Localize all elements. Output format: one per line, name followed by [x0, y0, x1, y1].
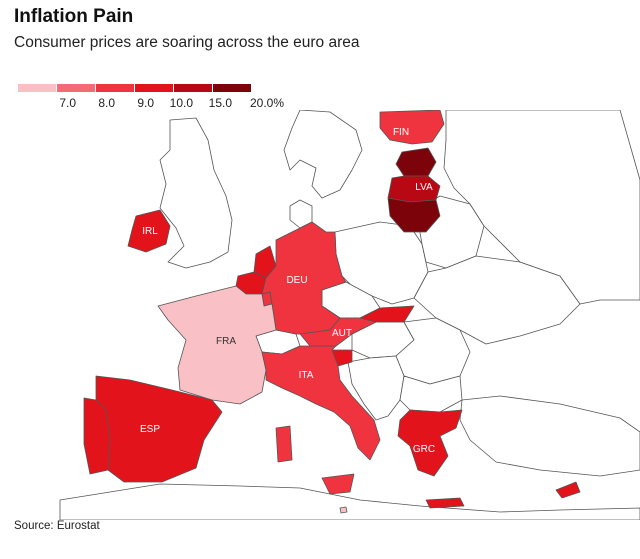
- legend-swatch-9: [96, 84, 134, 92]
- legend-label-20: 20.0%: [249, 96, 284, 110]
- country-ireland: [127, 209, 171, 253]
- legend-swatch-7: [18, 84, 56, 92]
- label-fra: FRA: [216, 336, 236, 347]
- legend-swatch-15: [174, 84, 212, 92]
- country-finland: [379, 110, 445, 145]
- russia-west: [443, 110, 640, 305]
- legend-label-8: 8.0: [98, 96, 115, 110]
- country-italy: [261, 345, 381, 461]
- chart-subtitle: Consumer prices are soaring across the e…: [14, 34, 360, 51]
- country-estonia: [395, 147, 437, 177]
- legend-label-7: 7.0: [59, 96, 76, 110]
- north-africa: [59, 483, 640, 520]
- chart-title: Inflation Pain: [14, 6, 134, 27]
- great-britain: [159, 117, 233, 269]
- country-cyprus: [555, 481, 581, 499]
- country-greece: [397, 409, 463, 477]
- legend: 7.0 8.0 9.0 10.0 15.0 20.0%: [18, 84, 288, 124]
- label-aut: AUT: [332, 328, 352, 339]
- legend-label-9: 9.0: [137, 96, 154, 110]
- label-esp: ESP: [140, 424, 160, 435]
- label-lva: LVA: [415, 182, 433, 193]
- country-portugal: [83, 397, 111, 475]
- country-italy-sardinia: [275, 425, 293, 463]
- source-note: Source: Eurostat: [14, 520, 100, 532]
- turkey: [459, 395, 640, 477]
- label-fin: FIN: [393, 127, 409, 138]
- label-grc: GRC: [413, 444, 435, 455]
- country-italy-sicily: [321, 473, 355, 495]
- legend-label-10: 10.0: [169, 96, 193, 110]
- label-deu: DEU: [286, 275, 307, 286]
- country-slovakia: [359, 305, 415, 323]
- legend-swatch-10: [135, 84, 173, 92]
- country-lithuania: [387, 197, 441, 233]
- balkans-west: [347, 355, 405, 421]
- label-irl: IRL: [142, 226, 158, 237]
- country-malta: [339, 506, 348, 514]
- legend-label-15: 15.0: [208, 96, 232, 110]
- europe-map: FIN LVA IRL DEU FRA AUT ITA ESP GRC: [59, 110, 640, 520]
- scandinavia: [283, 110, 363, 199]
- bulgaria: [399, 375, 463, 413]
- country-greece-crete: [425, 497, 465, 509]
- legend-swatch-8: [57, 84, 95, 92]
- label-ita: ITA: [299, 370, 314, 381]
- legend-swatch-20: [213, 84, 251, 92]
